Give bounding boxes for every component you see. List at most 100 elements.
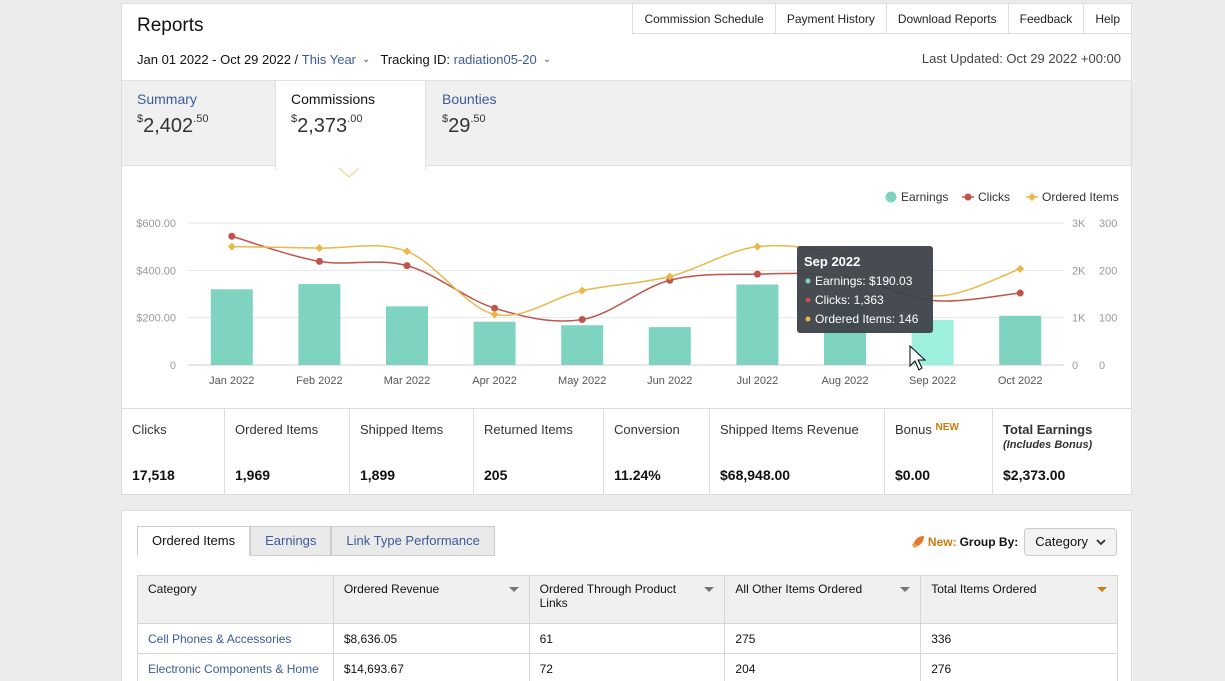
col-total-items[interactable]: Total Items Ordered: [920, 575, 1118, 624]
tab-bounties[interactable]: Bounties $29.50: [427, 81, 577, 167]
metric-value: $2,373.00: [1003, 467, 1066, 483]
metric-label: Conversion: [614, 422, 680, 437]
tab-summary[interactable]: Summary $2,402.50: [122, 81, 275, 167]
breakdown-tabs: Ordered Items Earnings Link Type Perform…: [137, 526, 495, 556]
page-title: Reports: [137, 15, 204, 36]
reports-card: Reports Commission Schedule Payment Hist…: [121, 3, 1132, 495]
table-row: Electronic Components & Home $14,693.67 …: [137, 653, 1118, 681]
col-ordered-through-links[interactable]: Ordered Through Product Links: [528, 575, 726, 624]
table-cell: 336: [920, 623, 1118, 654]
x-axis-label: Jul 2022: [737, 375, 779, 387]
right-axis-clicks-tick: 0: [1072, 360, 1078, 372]
table-cell: 275: [724, 623, 922, 654]
table-cell: 276: [920, 653, 1118, 681]
chevron-down-icon[interactable]: ⌄: [542, 54, 552, 65]
right-axis-ordered-tick: 200: [1099, 265, 1117, 277]
table-row: Cell Phones & Accessories $8,636.05 61 2…: [137, 623, 1118, 654]
col-category[interactable]: Category: [137, 575, 334, 624]
legend-ordered-marker: [1028, 193, 1036, 201]
group-by-label: Group By:: [959, 535, 1019, 549]
mouse-cursor-icon: [909, 344, 927, 371]
tab-ordered-items[interactable]: Ordered Items: [137, 526, 251, 556]
nav-payment-history[interactable]: Payment History: [774, 4, 886, 34]
legend-label: Earnings: [901, 190, 948, 204]
tooltip-bullet: [805, 297, 811, 303]
legend-earnings-marker: [885, 191, 897, 203]
x-axis-label: Apr 2022: [472, 375, 517, 387]
tooltip-line: Clicks: 1,363: [815, 293, 884, 307]
tab-commissions-label: Commissions: [291, 91, 376, 107]
tracking-id-selector[interactable]: radiation05-20: [453, 52, 537, 67]
clicks-point: [1016, 289, 1024, 297]
category-link[interactable]: Electronic Components & Home: [137, 653, 334, 681]
nav-feedback[interactable]: Feedback: [1007, 4, 1084, 34]
group-by-value: Category: [1035, 534, 1088, 549]
ordered-items-table: Category Ordered Revenue Ordered Through…: [137, 575, 1118, 681]
clicks-point: [578, 316, 586, 324]
tooltip-line: Earnings: $190.03: [815, 274, 913, 288]
nav-commission-schedule[interactable]: Commission Schedule: [632, 4, 775, 34]
sort-icon[interactable]: [1097, 587, 1107, 592]
x-axis-label: Mar 2022: [384, 375, 430, 387]
col-all-other-items[interactable]: All Other Items Ordered: [724, 575, 922, 624]
left-axis-tick: $600.00: [136, 218, 176, 230]
tab-summary-label: Summary: [137, 91, 197, 107]
table-cell: 61: [528, 623, 726, 654]
ordered-items-point: [490, 310, 499, 319]
sort-icon[interactable]: [900, 587, 911, 592]
table-cell: $14,693.67: [332, 653, 530, 681]
metric-ordered-items: Ordered Items 1,969: [225, 409, 350, 495]
earnings-bar: [473, 321, 516, 365]
nav-help[interactable]: Help: [1083, 4, 1131, 34]
clicks-point: [228, 232, 236, 240]
tab-link-type-performance[interactable]: Link Type Performance: [331, 526, 495, 556]
right-axis-ordered-tick: 300: [1099, 218, 1117, 230]
ordered-items-point: [1016, 264, 1025, 273]
period-selector[interactable]: This Year: [301, 52, 356, 67]
x-axis-label: Oct 2022: [998, 375, 1043, 387]
legend-clicks-marker: [964, 193, 972, 201]
left-axis-tick: 0: [170, 360, 176, 372]
ordered-items-point: [578, 286, 587, 295]
group-by-select[interactable]: Category: [1024, 528, 1117, 556]
new-badge: NEW: [935, 422, 959, 433]
tab-bounties-amount: $29.50: [442, 113, 486, 137]
ordered-items-point: [403, 247, 411, 256]
new-label: New:: [927, 535, 957, 549]
ordered-items-point: [315, 244, 324, 253]
right-axis-ordered-tick: 100: [1099, 313, 1117, 325]
active-tab-pointer: [339, 168, 359, 178]
left-axis-tick: $200.00: [136, 313, 176, 325]
tab-summary-amount: $2,402.50: [137, 113, 209, 137]
earnings-bar: [386, 306, 428, 365]
metric-label: Bonus NEW: [895, 422, 959, 437]
earnings-bar: [648, 327, 691, 365]
metric-bonus: Bonus NEW $0.00: [885, 409, 993, 495]
legend-label: Clicks: [978, 190, 1010, 204]
x-axis-label: Jan 2022: [209, 375, 254, 387]
clicks-point: [315, 257, 323, 265]
x-axis-label: Feb 2022: [296, 375, 342, 387]
right-axis-clicks-tick: 1K: [1072, 313, 1086, 325]
date-range: Jan 01 2022 - Oct 29 2022 /: [137, 52, 299, 67]
chevron-down-icon[interactable]: ⌄: [362, 54, 371, 65]
tooltip-line: Ordered Items: 146: [815, 312, 919, 326]
clicks-point: [403, 262, 411, 270]
sort-icon[interactable]: [704, 587, 715, 592]
metric-value: 205: [484, 467, 508, 483]
metric-clicks: Clicks 17,518: [122, 409, 225, 495]
table-header-row: Category Ordered Revenue Ordered Through…: [137, 575, 1118, 624]
tooltip-title: Sep 2022: [804, 254, 860, 269]
tab-commissions-amount: $2,373.00: [291, 113, 363, 137]
tab-earnings[interactable]: Earnings: [250, 526, 332, 556]
earnings-bar: [999, 315, 1042, 365]
ordered-items-point: [665, 272, 674, 281]
tab-commissions[interactable]: Commissions $2,373.00: [275, 81, 426, 170]
metric-value: 1,969: [235, 467, 271, 483]
metric-value: $0.00: [895, 467, 931, 483]
sort-icon[interactable]: [508, 587, 519, 592]
category-link[interactable]: Cell Phones & Accessories: [137, 623, 334, 654]
legend-label: Ordered Items: [1042, 190, 1119, 204]
col-ordered-revenue[interactable]: Ordered Revenue: [332, 575, 530, 624]
nav-download-reports[interactable]: Download Reports: [885, 4, 1008, 34]
